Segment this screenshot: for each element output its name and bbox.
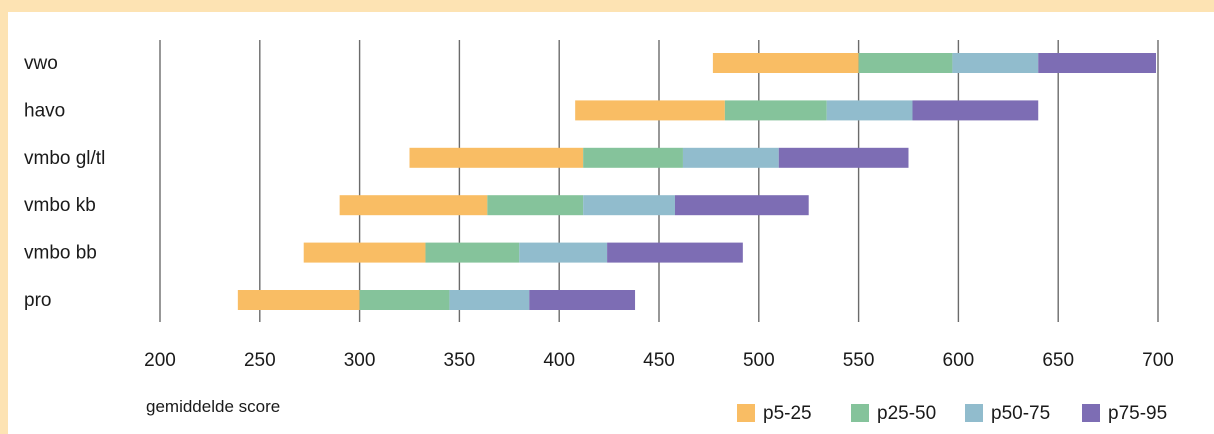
bar-segment-p25-50 xyxy=(425,242,520,263)
x-tick-label: 550 xyxy=(843,350,875,371)
category-label: vmbo kb xyxy=(24,195,96,216)
x-tick-label: 650 xyxy=(1042,350,1074,371)
category-label: vmbo bb xyxy=(24,243,97,264)
x-tick-label: 200 xyxy=(144,350,176,371)
bar-segment-p25-50 xyxy=(583,147,683,168)
bar-segment-p75-95 xyxy=(529,290,636,310)
bar-segment-p5-25 xyxy=(339,195,488,216)
legend-swatch xyxy=(851,404,869,422)
category-labels: vwo havo vmbo gl/tl vmbo kb vmbo bb pro xyxy=(24,53,105,311)
legend-label: p50-75 xyxy=(991,403,1050,424)
bar-segment-p50-75 xyxy=(952,53,1039,73)
chart-frame: vwo havo vmbo gl/tl vmbo kb vmbo bb pro 200 25… xyxy=(8,12,1214,434)
x-tick-label: 250 xyxy=(244,350,276,371)
bar-segment-p75-95 xyxy=(607,242,743,263)
legend-swatch xyxy=(737,404,755,422)
bar-segment-p50-75 xyxy=(519,242,608,263)
x-axis-title: gemiddelde score xyxy=(146,397,280,416)
bar-segment-p50-75 xyxy=(449,290,530,310)
bar-segment-p50-75 xyxy=(583,195,675,216)
bar-segment-p25-50 xyxy=(858,53,953,73)
x-tick-label: 450 xyxy=(643,350,675,371)
x-tick-label: 600 xyxy=(943,350,975,371)
bar-segment-p75-95 xyxy=(674,195,809,216)
gridlines xyxy=(159,40,1159,322)
x-tick-label: 500 xyxy=(743,350,775,371)
category-label: vwo xyxy=(24,53,58,74)
x-tick-label: 350 xyxy=(444,350,476,371)
legend-label: p5-25 xyxy=(763,403,812,424)
bar-segment-p5-25 xyxy=(712,53,859,73)
x-tick-label: 300 xyxy=(344,350,376,371)
category-label: vmbo gl/tl xyxy=(24,148,105,169)
bar-segment-p75-95 xyxy=(778,147,909,168)
x-tick-label: 400 xyxy=(543,350,575,371)
bar-segment-p25-50 xyxy=(724,100,827,121)
legend-label: p25-50 xyxy=(877,403,936,424)
bar-segment-p5-25 xyxy=(237,290,360,310)
bar-segment-p25-50 xyxy=(359,290,450,310)
category-label: havo xyxy=(24,100,65,121)
bar-segment-p5-25 xyxy=(409,147,584,168)
bar-segment-p5-25 xyxy=(303,242,426,263)
bar-segment-p25-50 xyxy=(487,195,584,216)
bars xyxy=(237,53,1157,310)
legend: p5-25 p25-50 p50-75 p75-95 xyxy=(737,403,1167,424)
bar-segment-p5-25 xyxy=(575,100,725,121)
bar-segment-p50-75 xyxy=(682,147,779,168)
legend-label: p75-95 xyxy=(1108,403,1167,424)
chart: vwo havo vmbo gl/tl vmbo kb vmbo bb pro 200 25… xyxy=(24,40,1174,424)
x-tick-label: 700 xyxy=(1142,350,1174,371)
bar-segment-p75-95 xyxy=(1038,53,1157,73)
bar-segment-p75-95 xyxy=(912,100,1039,121)
legend-swatch xyxy=(965,404,983,422)
x-tick-labels: 200 250 300 350 400 450 500 550 600 650 700 xyxy=(144,350,1174,371)
bar-segment-p50-75 xyxy=(826,100,913,121)
category-label: pro xyxy=(24,290,51,311)
legend-swatch xyxy=(1082,404,1100,422)
